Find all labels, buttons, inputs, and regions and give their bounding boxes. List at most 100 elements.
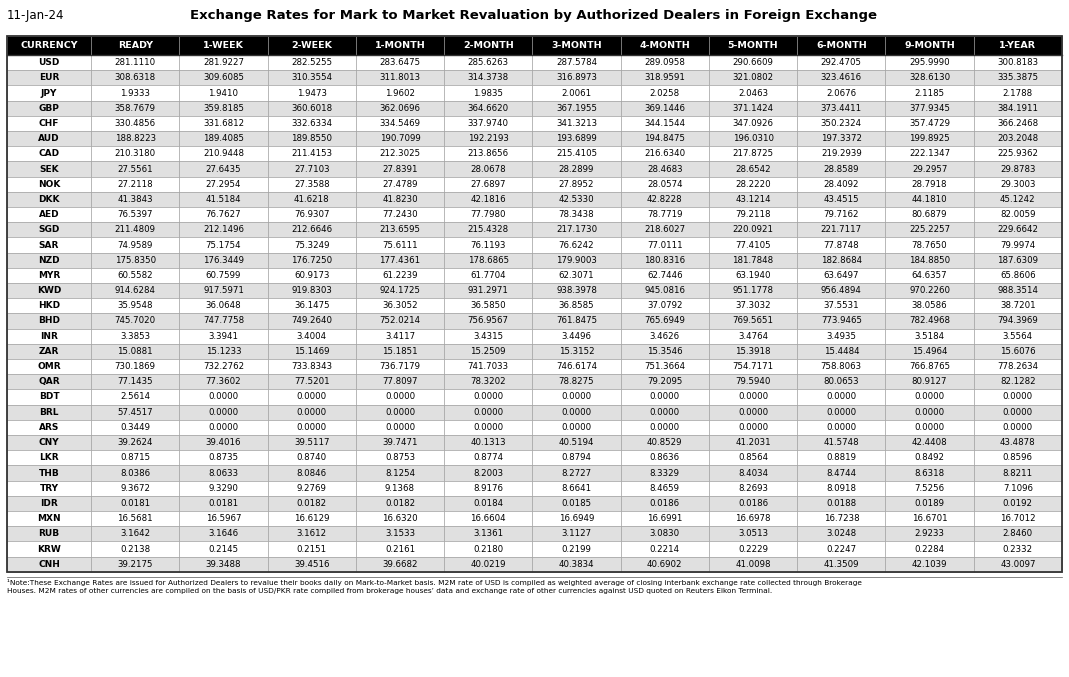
Bar [797, 253, 885, 268]
Bar [974, 496, 1062, 511]
Bar [709, 207, 797, 222]
Text: GBP: GBP [38, 104, 60, 112]
Text: 357.4729: 357.4729 [909, 119, 950, 128]
Bar [356, 344, 444, 359]
Bar [180, 36, 267, 55]
Text: 373.4411: 373.4411 [821, 104, 862, 112]
Text: 8.4744: 8.4744 [826, 468, 856, 477]
Text: 197.3372: 197.3372 [821, 134, 862, 143]
Text: 0.8774: 0.8774 [474, 454, 503, 462]
Text: 60.9173: 60.9173 [294, 271, 329, 280]
Bar [267, 481, 356, 496]
Text: 28.2220: 28.2220 [735, 179, 771, 189]
Bar [91, 116, 180, 131]
Bar [532, 511, 621, 526]
Bar [885, 146, 974, 161]
Text: 6-MONTH: 6-MONTH [816, 41, 867, 50]
Text: 3.1646: 3.1646 [208, 529, 238, 538]
Text: 758.8063: 758.8063 [821, 362, 862, 371]
Text: 782.4968: 782.4968 [909, 317, 950, 326]
Bar [267, 146, 356, 161]
Text: 3.4626: 3.4626 [650, 332, 680, 341]
Bar [91, 146, 180, 161]
Text: 61.7704: 61.7704 [470, 271, 506, 280]
Text: 752.0214: 752.0214 [379, 317, 420, 326]
Text: 29.8783: 29.8783 [1001, 165, 1036, 173]
Bar [444, 146, 532, 161]
Text: 938.3978: 938.3978 [556, 286, 597, 295]
Bar [7, 36, 91, 55]
Text: 332.6334: 332.6334 [291, 119, 332, 128]
Text: 8.0846: 8.0846 [297, 468, 327, 477]
Bar [709, 496, 797, 511]
Bar [180, 101, 267, 116]
Text: THB: THB [38, 468, 60, 477]
Bar [267, 465, 356, 481]
Bar [444, 405, 532, 420]
Bar [885, 192, 974, 207]
Text: 37.5531: 37.5531 [823, 301, 859, 310]
Bar [444, 481, 532, 496]
Text: 0.0181: 0.0181 [208, 499, 238, 508]
Bar [91, 374, 180, 389]
Bar [621, 101, 709, 116]
Text: 211.4153: 211.4153 [291, 150, 332, 158]
Text: 292.4705: 292.4705 [821, 58, 862, 67]
Bar [797, 55, 885, 70]
Bar [267, 298, 356, 313]
Bar [974, 511, 1062, 526]
Text: 75.6111: 75.6111 [383, 240, 418, 250]
Bar [885, 238, 974, 253]
Bar [91, 313, 180, 328]
Bar [180, 450, 267, 465]
Bar [709, 374, 797, 389]
Text: 773.9465: 773.9465 [821, 317, 862, 326]
Text: 39.6682: 39.6682 [383, 560, 418, 569]
Bar [267, 222, 356, 238]
Bar [7, 481, 91, 496]
Text: 219.2939: 219.2939 [821, 150, 862, 158]
Bar [974, 253, 1062, 268]
Text: 2-MONTH: 2-MONTH [463, 41, 513, 50]
Text: KRW: KRW [37, 544, 61, 554]
Text: OMR: OMR [37, 362, 61, 371]
Bar [974, 481, 1062, 496]
Bar [91, 101, 180, 116]
Text: 3.3853: 3.3853 [120, 332, 151, 341]
Bar [974, 238, 1062, 253]
Bar [180, 344, 267, 359]
Bar [91, 481, 180, 496]
Bar [91, 420, 180, 435]
Bar [709, 101, 797, 116]
Bar [709, 146, 797, 161]
Text: TRY: TRY [40, 483, 59, 493]
Bar [532, 207, 621, 222]
Text: 384.1911: 384.1911 [997, 104, 1038, 112]
Bar [267, 85, 356, 101]
Bar [532, 465, 621, 481]
Text: 210.9448: 210.9448 [203, 150, 244, 158]
Bar [91, 526, 180, 542]
Bar [444, 70, 532, 85]
Bar [7, 511, 91, 526]
Text: 16.6320: 16.6320 [383, 514, 418, 523]
Bar [532, 222, 621, 238]
Bar [267, 374, 356, 389]
Text: 0.2247: 0.2247 [826, 544, 856, 554]
Text: 0.8492: 0.8492 [915, 454, 945, 462]
Bar [621, 450, 709, 465]
Bar [91, 283, 180, 298]
Bar [974, 359, 1062, 374]
Text: 28.8589: 28.8589 [823, 165, 859, 173]
Bar [444, 450, 532, 465]
Bar [974, 146, 1062, 161]
Bar [797, 207, 885, 222]
Bar [444, 435, 532, 450]
Bar [444, 238, 532, 253]
Text: 311.8013: 311.8013 [379, 73, 420, 83]
Bar [709, 435, 797, 450]
Text: 79.9974: 79.9974 [1001, 240, 1036, 250]
Bar [974, 283, 1062, 298]
Text: 3.0830: 3.0830 [650, 529, 680, 538]
Text: 43.0097: 43.0097 [1001, 560, 1036, 569]
